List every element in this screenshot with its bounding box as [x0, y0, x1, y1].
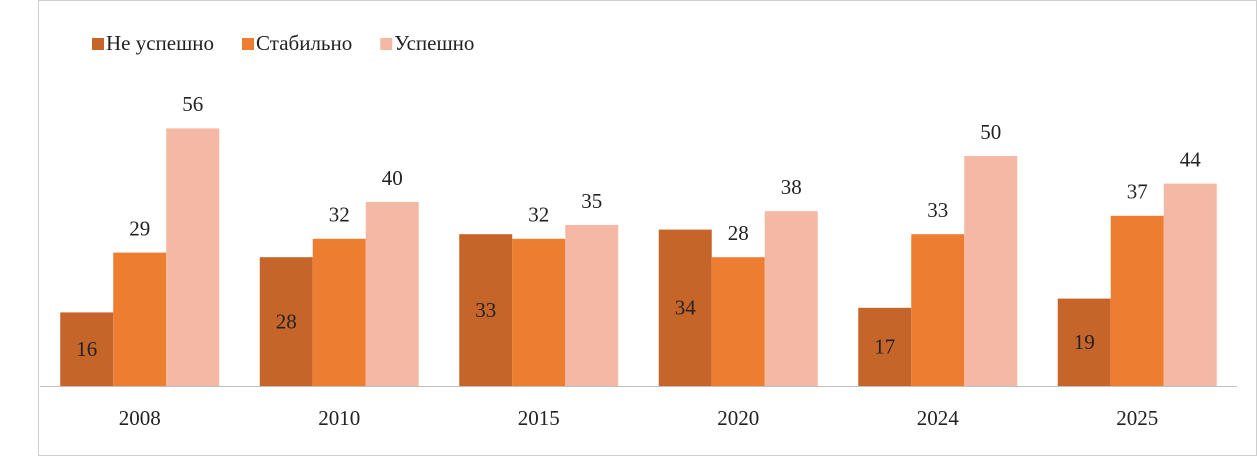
bar: [658, 229, 712, 386]
legend-label: Стабильно: [256, 31, 352, 55]
bar: [113, 252, 167, 386]
x-tick-label: 2015: [518, 406, 560, 430]
x-tick-label: 2020: [717, 406, 759, 430]
bar: [512, 238, 566, 386]
data-label: 32: [329, 203, 350, 227]
data-label: 17: [874, 335, 895, 359]
data-label: 34: [675, 296, 697, 320]
bar: [858, 307, 912, 386]
chart-frame: [38, 0, 1257, 456]
bar: [459, 234, 513, 386]
bar: [764, 211, 818, 386]
x-tick-label: 2024: [917, 406, 960, 430]
data-label: 44: [1180, 147, 1202, 171]
bar: [1057, 298, 1111, 386]
legend-swatch: [380, 38, 393, 50]
data-label: 50: [980, 120, 1001, 144]
data-label: 35: [581, 189, 602, 213]
data-label: 28: [276, 309, 297, 333]
bar: [259, 257, 313, 386]
x-tick-label: 2008: [119, 406, 161, 430]
data-label: 32: [528, 203, 549, 227]
data-label: 28: [728, 221, 749, 245]
data-label: 16: [76, 337, 97, 361]
bar: [365, 202, 419, 386]
x-tick-label: 2025: [1116, 406, 1158, 430]
legend-label: Успешно: [394, 31, 474, 55]
bar: [911, 234, 965, 386]
bar: [166, 128, 220, 386]
data-label: 40: [382, 166, 403, 190]
bar: [1163, 183, 1217, 386]
bar: [312, 238, 366, 386]
data-label: 33: [475, 298, 496, 322]
bar: [711, 257, 765, 386]
data-label: 19: [1074, 330, 1095, 354]
bar: [964, 156, 1018, 386]
data-label: 38: [781, 175, 802, 199]
legend-label: Не успешно: [106, 31, 214, 55]
data-label: 56: [182, 92, 203, 116]
bar: [60, 312, 114, 386]
bar: [565, 225, 619, 386]
data-label: 29: [129, 216, 150, 240]
bar: [1110, 215, 1164, 386]
x-tick-label: 2010: [318, 406, 360, 430]
data-label: 33: [927, 198, 948, 222]
legend-swatch: [92, 38, 104, 50]
data-label: 37: [1127, 180, 1148, 204]
legend-swatch: [242, 38, 255, 50]
